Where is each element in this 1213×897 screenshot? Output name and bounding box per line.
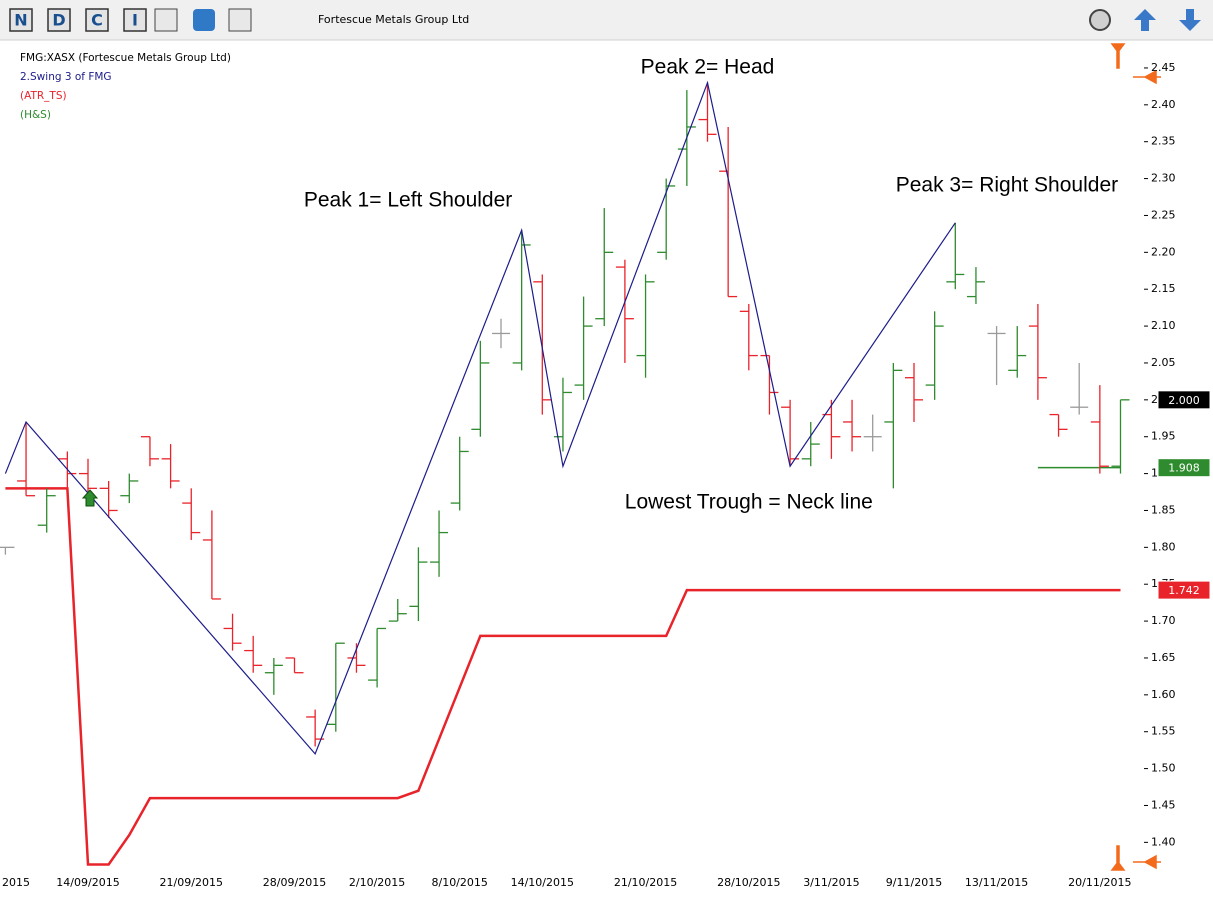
y-tick-label: 1.85 [1151,503,1176,516]
y-tick-label: 1.80 [1151,540,1176,553]
globe-button[interactable] [193,9,215,31]
price-badge [1157,458,1211,478]
y-tick-label: 1.45 [1151,798,1176,811]
signal-icon [81,489,99,507]
y-tick-label: 1.95 [1151,430,1176,443]
y-tick-label: 1.60 [1151,688,1176,701]
price-badge [1157,390,1211,410]
x-tick-label: 9/11/2015 [886,876,942,889]
annotation: Peak 1= Left Shoulder [304,188,512,211]
annotation: Peak 2= Head [641,55,775,78]
price-badge-label: 1.742 [1168,584,1200,597]
legend-entry: 2.Swing 3 of FMG [20,71,112,83]
y-tick-label: 1.70 [1151,614,1176,627]
annotation: Peak 3= Right Shoulder [896,174,1118,197]
y-tick-label: 2.10 [1151,319,1176,332]
top-marker [1110,43,1161,85]
toolbar-button-label: N [14,11,27,30]
x-tick-label: 21/10/2015 [614,876,677,889]
up-button[interactable] [1134,9,1156,31]
legend-entry: (H&S) [20,109,51,121]
y-tick-label: 2.15 [1151,282,1176,295]
toolbar-button-label: C [91,11,103,30]
x-tick-label: 28/10/2015 [717,876,780,889]
legend-entry: FMG:XASX (Fortescue Metals Group Ltd) [20,52,231,64]
price-badge [1157,580,1211,600]
x-tick-label: 2/10/2015 [349,876,405,889]
toolbar-button[interactable] [85,8,109,32]
y-tick-label: 1.55 [1151,725,1176,738]
toolbar-button-label: I [132,11,138,30]
zoom-button[interactable] [1089,9,1111,31]
x-tick-label: 28/09/2015 [263,876,326,889]
x-tick-label: 2015 [2,876,30,889]
x-tick-label: 3/11/2015 [803,876,859,889]
x-tick-label: 21/09/2015 [160,876,223,889]
y-tick-label: 2.30 [1151,172,1176,185]
tree-button[interactable] [228,8,252,32]
y-tick-label: 2.40 [1151,98,1176,111]
toolbar-button-label: D [52,11,65,30]
x-tick-label: 20/11/2015 [1068,876,1131,889]
info-button[interactable] [154,8,178,32]
y-tick-label: 2.25 [1151,208,1176,221]
legend-entry: (ATR_TS) [20,90,67,102]
down-button[interactable] [1179,9,1201,31]
toolbar-title: Fortescue Metals Group Ltd [318,13,469,26]
y-tick-label: 2.45 [1151,61,1176,74]
y-tick-label: 2.35 [1151,135,1176,148]
toolbar [0,0,1213,40]
toolbar-button[interactable] [9,8,33,32]
price-badge-label: 2.000 [1168,394,1200,407]
x-tick-label: 13/11/2015 [965,876,1028,889]
y-tick-label: 1.40 [1151,835,1176,848]
atr-ts-line [5,487,1121,866]
plot [0,80,1130,866]
y-tick-label: 2.05 [1151,356,1176,369]
y-tick-label: 1.65 [1151,651,1176,664]
y-tick-label: 1.50 [1151,762,1176,775]
y-tick-label: 2.20 [1151,245,1176,258]
x-tick-label: 14/09/2015 [56,876,119,889]
bottom-marker [1110,845,1161,871]
price-badge-label: 1.908 [1168,462,1200,475]
toolbar-button[interactable] [47,8,71,32]
swing-line [4,80,956,755]
annotation: Lowest Trough = Neck line [625,491,873,514]
x-tick-label: 8/10/2015 [431,876,487,889]
toolbar-button[interactable] [123,8,147,32]
x-tick-label: 14/10/2015 [511,876,574,889]
